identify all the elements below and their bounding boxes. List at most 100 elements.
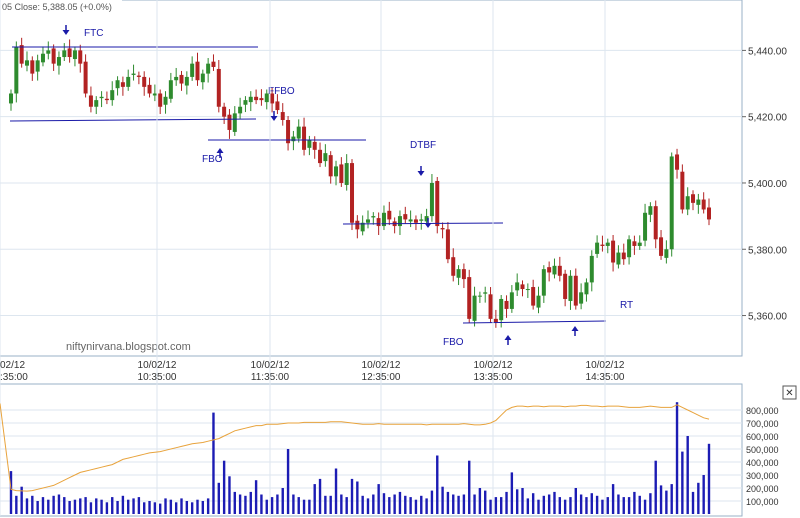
support-line-rt	[462, 320, 607, 324]
volume-bar	[659, 485, 663, 514]
candle-up	[365, 219, 370, 223]
annotation-dtbf: DTBF	[410, 140, 436, 151]
candle-up	[696, 199, 701, 205]
candle-up	[238, 106, 243, 114]
candle-up	[110, 90, 115, 101]
watermark-text: niftynirvana.blogspot.com	[66, 341, 191, 353]
candle-down	[195, 61, 200, 81]
volume-y-axis: 800,000 700,000 600,000 500,000 400,000 300,0…	[746, 406, 779, 507]
volume-bar	[606, 497, 609, 514]
candle-down	[563, 273, 568, 299]
candle-up	[477, 295, 482, 297]
candle-up	[126, 76, 131, 87]
candle-down	[621, 252, 626, 260]
volume-bar	[329, 495, 332, 514]
volume-bar	[670, 484, 673, 514]
volume-bar	[462, 494, 466, 514]
volume-bar	[190, 502, 194, 514]
candle-up	[296, 126, 301, 139]
candles-group	[9, 37, 711, 328]
volume-bar	[372, 494, 375, 514]
volume-bar	[57, 494, 61, 514]
volume-tick-label: 800,000	[746, 406, 779, 416]
volume-bar	[526, 498, 530, 514]
candle-down	[547, 267, 552, 273]
close-panel-button[interactable]: ✕	[782, 385, 797, 400]
annotation-ffbo: FFBO	[268, 86, 295, 97]
volume-bar	[164, 498, 167, 514]
price-tick-label: 5,380.00	[748, 245, 787, 256]
volume-bar	[302, 499, 306, 514]
volume-bar	[430, 490, 434, 514]
candle-up	[291, 136, 296, 142]
volume-bar	[47, 499, 50, 514]
volume-bar	[478, 488, 482, 514]
candle-up	[685, 196, 690, 210]
candle-down	[350, 163, 355, 223]
volume-bar	[404, 495, 407, 514]
candle-up	[552, 265, 557, 275]
candle-up	[584, 282, 589, 295]
volume-bar	[292, 494, 295, 514]
candle-down	[445, 229, 450, 260]
volume-bar	[510, 472, 514, 514]
volume-bar	[308, 499, 311, 514]
volume-bar	[499, 497, 503, 514]
candle-up	[568, 275, 573, 301]
candle-up	[595, 242, 600, 254]
volume-bar	[521, 488, 524, 514]
candle-down	[88, 95, 93, 107]
candle-down	[531, 287, 536, 306]
volume-bar	[366, 498, 370, 514]
candle-up	[200, 73, 205, 83]
volume-bar	[20, 486, 23, 514]
volume-bar	[52, 495, 55, 514]
volume-bar	[595, 495, 599, 514]
candle-down	[557, 265, 562, 276]
candle-down	[312, 141, 317, 150]
volume-bar	[473, 494, 476, 514]
candle-up	[152, 93, 157, 96]
candle-up	[429, 182, 434, 217]
volume-bar	[622, 497, 625, 514]
candle-down	[30, 60, 35, 74]
candle-up	[248, 96, 253, 103]
candle-down	[573, 275, 578, 306]
candle-down	[376, 218, 381, 227]
volume-bar	[350, 478, 354, 514]
candle-up	[472, 295, 477, 321]
volume-bar	[185, 501, 189, 514]
volume-bar	[334, 468, 338, 514]
annotation-rt: RT	[620, 300, 633, 311]
volume-bar	[340, 494, 343, 514]
volume-bar	[180, 498, 183, 514]
candle-down	[275, 101, 280, 111]
time-tick-date: 02/12	[0, 360, 25, 371]
volume-bar	[324, 495, 327, 514]
price-tick-label: 5,440.00	[748, 46, 787, 57]
volume-bar	[249, 491, 252, 514]
volume-bar	[468, 460, 471, 514]
candle-down	[222, 106, 227, 117]
volume-bar	[41, 497, 45, 514]
candle-down	[179, 74, 184, 84]
volume-bar	[105, 502, 109, 514]
candle-up	[40, 53, 45, 63]
volume-bar	[260, 494, 263, 514]
candle-up	[131, 73, 136, 75]
volume-bar	[382, 493, 386, 514]
volume-bar	[201, 501, 205, 514]
volume-bar	[420, 495, 423, 514]
candle-down	[600, 244, 605, 246]
candle-down	[659, 237, 664, 256]
volume-bar	[446, 491, 450, 514]
candle-up	[99, 96, 104, 99]
candle-up	[579, 292, 584, 304]
candle-up	[499, 298, 504, 321]
volume-bar	[212, 412, 215, 514]
candle-down	[142, 76, 147, 87]
candle-down	[259, 98, 264, 101]
volume-bar	[398, 491, 402, 514]
volume-bar	[270, 497, 274, 514]
